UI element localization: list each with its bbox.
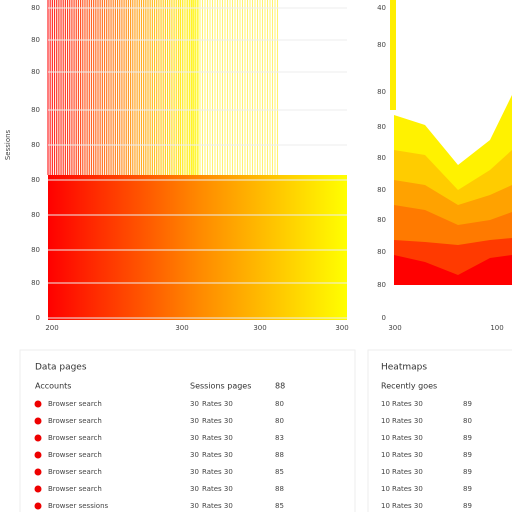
row-rate: Rates 30 [202,502,233,510]
row-value: 88 [275,451,284,459]
card-title: Data pages [35,363,87,373]
row-value: 89 [463,451,472,459]
row-rate: Rates 30 [392,468,423,476]
status-dot [34,417,42,425]
status-dot [34,451,42,459]
y-tick-label: 80 [31,106,40,114]
row-name: Browser search [48,451,102,459]
x-tick-label: 200 [45,324,58,332]
column-header: 88 [275,382,285,391]
row-rate: Rates 30 [392,502,423,510]
right-chart [390,0,512,285]
row-count: 10 [381,485,390,493]
row-name: Browser search [48,400,102,408]
row-name: Browser search [48,417,102,425]
row-value: 80 [275,400,284,408]
row-count: 10 [381,451,390,459]
row-rate: Rates 30 [392,485,423,493]
y-tick-label: 80 [31,68,40,76]
card [19,349,356,512]
y-tick-label: 80 [31,279,40,287]
area-edge [390,0,396,110]
row-name: Browser search [48,485,102,493]
x-tick-label: 300 [335,324,348,332]
x-tick-label: 300 [388,324,401,332]
row-count: 30 [190,434,199,442]
y-tick-label: 80 [377,186,386,194]
row-count: 30 [190,451,199,459]
row-rate: Rates 30 [202,434,233,442]
status-dot [34,434,42,442]
row-value: 83 [275,434,284,442]
y-tick-label: 80 [377,216,386,224]
row-count: 30 [190,502,199,510]
row-rate: Rates 30 [392,400,423,408]
y-tick-label: 80 [31,4,40,12]
row-count: 10 [381,400,390,408]
row-name: Browser sessions [48,502,109,510]
x-tick-label: 300 [253,324,266,332]
row-value: 89 [463,502,472,510]
row-rate: Rates 30 [202,451,233,459]
y-axis-label: Sessions [4,129,12,160]
y-tick-label: 80 [377,154,386,162]
row-name: Browser search [48,434,102,442]
x-tick-label: 300 [175,324,188,332]
row-count: 10 [381,434,390,442]
y-tick-label: 40 [377,4,386,12]
row-value: 85 [275,502,284,510]
row-rate: Rates 30 [392,417,423,425]
row-count: 10 [381,502,390,510]
y-tick-label: 0 [36,314,40,322]
row-rate: Rates 30 [202,485,233,493]
row-rate: Rates 30 [202,400,233,408]
card-title: Heatmaps [381,363,427,373]
left-chart [47,0,347,320]
row-count: 30 [190,485,199,493]
row-count: 30 [190,468,199,476]
column-header: Accounts [35,382,71,391]
row-rate: Rates 30 [202,468,233,476]
y-tick-label: 80 [377,123,386,131]
row-count: 30 [190,400,199,408]
row-rate: Rates 30 [392,434,423,442]
area-band [394,255,512,285]
row-value: 89 [463,468,472,476]
row-count: 10 [381,417,390,425]
y-tick-label: 80 [377,88,386,96]
y-tick-label: 80 [31,176,40,184]
row-value: 85 [275,468,284,476]
row-value: 89 [463,485,472,493]
status-dot [34,485,42,493]
y-tick-label: 80 [377,248,386,256]
gradient-block [48,175,347,320]
status-dot [34,468,42,476]
column-header: Sessions pages [190,382,251,391]
row-value: 80 [275,417,284,425]
row-rate: Rates 30 [202,417,233,425]
x-tick-label: 100 [490,324,503,332]
y-tick-label: 80 [31,141,40,149]
row-value: 80 [463,417,472,425]
row-value: 89 [463,434,472,442]
y-tick-label: 80 [31,246,40,254]
status-dot [34,400,42,408]
y-tick-label: 80 [31,36,40,44]
row-value: 88 [275,485,284,493]
row-count: 10 [381,468,390,476]
column-header: Recently goes [381,382,437,391]
row-value: 89 [463,400,472,408]
row-rate: Rates 30 [392,451,423,459]
row-name: Browser search [48,468,102,476]
row-count: 30 [190,417,199,425]
card [367,349,512,512]
y-tick-label: 80 [31,211,40,219]
y-tick-label: 0 [382,314,386,322]
status-dot [34,502,42,510]
y-tick-label: 80 [377,41,386,49]
y-tick-label: 80 [377,281,386,289]
